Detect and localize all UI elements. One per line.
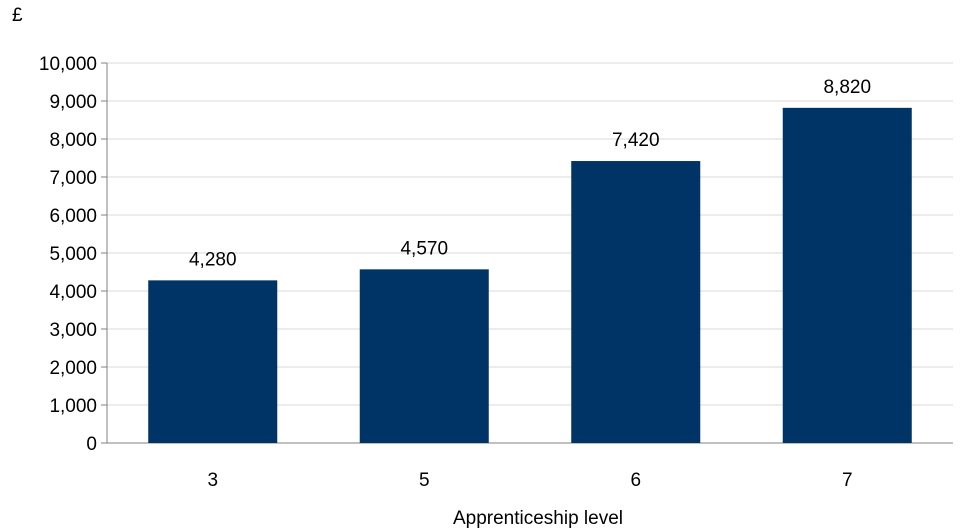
y-tick-label: 6,000 — [49, 206, 97, 227]
x-tick-label: 3 — [207, 470, 218, 491]
bar-level-5 — [359, 269, 489, 443]
x-tick-label: 6 — [630, 470, 641, 491]
bar-level-7 — [782, 107, 912, 443]
data-label-level-3: 4,280 — [189, 249, 237, 270]
data-label-level-6: 7,420 — [612, 130, 660, 151]
bar-level-3 — [148, 280, 278, 443]
y-tick-label: 0 — [86, 434, 97, 455]
bars — [148, 107, 912, 444]
y-tick-labels: 0 1,000 2,000 3,000 4,000 5,000 6,000 7,000 8,00… — [39, 54, 97, 455]
bar-level-6 — [571, 161, 701, 444]
y-tick-label: 8,000 — [49, 130, 97, 151]
y-tick-label: 4,000 — [49, 282, 97, 303]
x-tick-label: 7 — [842, 470, 853, 491]
y-tick-label: 3,000 — [49, 320, 97, 341]
data-label-level-5: 4,570 — [400, 238, 448, 259]
y-tick-label: 1,000 — [49, 396, 97, 417]
y-tick-label: 2,000 — [49, 358, 97, 379]
y-tick-label: 7,000 — [49, 168, 97, 189]
y-tick-label: 9,000 — [49, 92, 97, 113]
y-tick-label: 10,000 — [39, 54, 97, 75]
x-tick-labels: 3 5 6 7 — [207, 470, 852, 491]
data-label-level-7: 8,820 — [823, 77, 871, 98]
y-unit-label: £ — [12, 5, 23, 26]
y-tick-label: 5,000 — [49, 244, 97, 265]
data-labels: 4,280 4,570 7,420 8,820 — [189, 77, 871, 271]
x-axis-title: Apprenticeship level — [453, 508, 623, 529]
x-tick-label: 5 — [419, 470, 430, 491]
